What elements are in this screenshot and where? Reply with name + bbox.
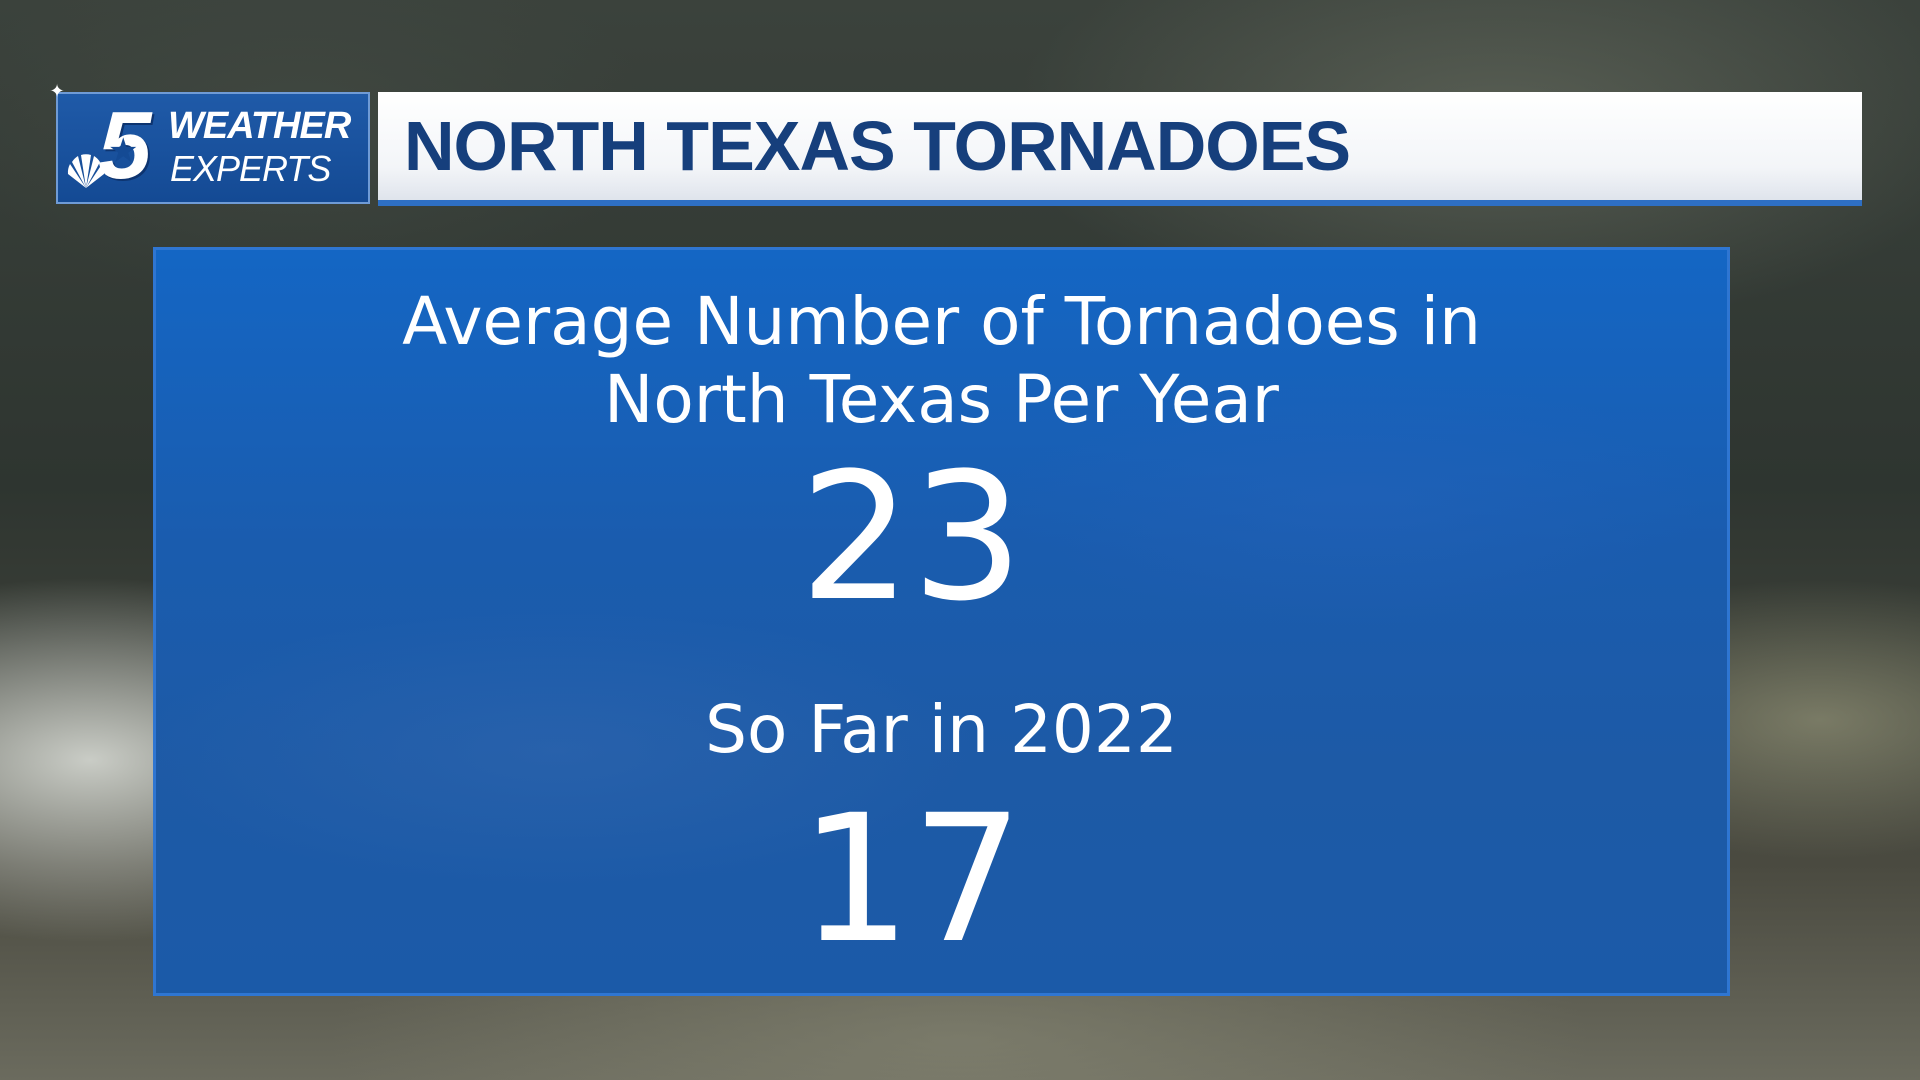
stats-panel: Average Number of Tornadoes in North Tex…	[153, 247, 1730, 996]
station-logo: 5 ★ WEATHER EXPERTS	[56, 92, 370, 204]
ytd-label: So Far in 2022	[705, 691, 1178, 768]
average-value: 23	[799, 435, 1024, 640]
average-label-line1: Average Number of Tornadoes in	[402, 283, 1481, 360]
logo-number: 5	[98, 92, 152, 199]
star-icon: ★	[108, 131, 139, 171]
page-title: NORTH TEXAS TORNADOES	[404, 107, 1351, 185]
sparkle-icon: ✦	[49, 81, 65, 102]
title-bar: NORTH TEXAS TORNADOES	[378, 92, 1862, 206]
ytd-value: 17	[799, 777, 1024, 982]
logo-weather-text: WEATHER	[168, 105, 351, 147]
average-label-line2: North Texas Per Year	[604, 361, 1279, 438]
peacock-icon	[67, 154, 105, 188]
logo-experts-text: EXPERTS	[170, 148, 331, 189]
